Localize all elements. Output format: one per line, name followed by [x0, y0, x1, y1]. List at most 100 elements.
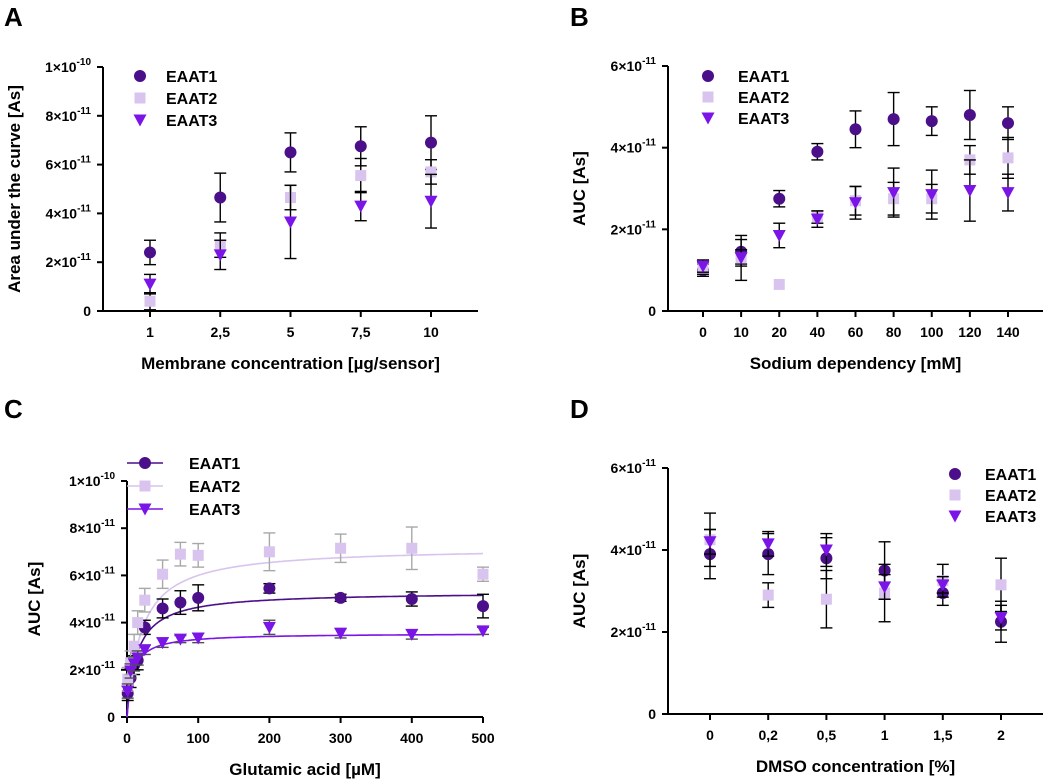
x-axis-title: Sodium dependency [mM]	[750, 354, 962, 373]
data-point-eaat3	[696, 260, 710, 273]
y-tick-label: 4×10-11	[46, 203, 92, 221]
chart-panel-b: 02×10-114×10-116×10-110 10 20 40 60 80 100 120 1…	[570, 56, 1043, 373]
x-tick-label: 0,5	[817, 727, 837, 743]
legend-marker-eaat3	[138, 503, 152, 516]
x-tick-label: 200	[258, 730, 282, 746]
data-point-eaat1	[477, 600, 489, 613]
legend-label-eaat2: EAAT2	[985, 488, 1036, 505]
y-axis-title: Area under the curve [As]	[5, 85, 24, 293]
data-point-eaat3	[131, 652, 145, 665]
panel-letter-b: B	[570, 2, 589, 32]
data-point-eaat1	[192, 591, 205, 604]
x-tick-label: 1	[146, 324, 154, 340]
data-point-eaat3	[334, 627, 348, 640]
x-tick-label: 10	[733, 324, 749, 340]
data-point-eaat2	[762, 589, 774, 601]
data-point-eaat3	[994, 612, 1008, 625]
y-tick-label-base: 2×10	[611, 221, 643, 237]
data-point-eaat3	[213, 249, 227, 262]
legend-marker-eaat3	[133, 114, 147, 127]
data-point-eaat2	[425, 166, 437, 178]
data-point-eaat3	[284, 216, 297, 229]
data-point-eaat2	[157, 568, 169, 580]
data-point-eaat1	[214, 191, 227, 204]
legend-label-eaat1: EAAT1	[985, 467, 1036, 484]
y-tick-label: 0	[648, 706, 656, 722]
fit-curve-eaat3	[126, 633, 483, 718]
x-tick-label: 0	[706, 727, 714, 743]
x-tick-label: 300	[329, 730, 353, 746]
legend-label-eaat1: EAAT1	[189, 456, 240, 473]
x-axis-title: DMSO concentration [%]	[756, 757, 955, 776]
legend-label-eaat2: EAAT2	[189, 479, 240, 496]
x-tick-label: 80	[886, 324, 902, 340]
data-point-eaat2	[995, 579, 1007, 591]
data-point-eaat3	[262, 621, 276, 634]
legend-label-eaat1: EAAT1	[738, 69, 789, 86]
panel-letter-a: A	[4, 2, 23, 32]
data-point-eaat1	[1002, 117, 1014, 130]
data-point-eaat1	[963, 109, 976, 121]
data-point-eaat3	[138, 644, 152, 657]
y-tick-label: 4×10-11	[611, 540, 657, 558]
data-point-eaat2	[192, 549, 204, 561]
y-tick-label-base: 6×10	[46, 157, 78, 173]
y-tick-label-base: 0	[648, 706, 656, 722]
y-tick-label-exponent: -11	[642, 458, 656, 469]
y-tick-label-base: 8×10	[70, 520, 102, 536]
y-tick-label-base: 4×10	[46, 205, 78, 221]
y-tick-label-exponent: -11	[101, 613, 115, 624]
data-point-eaat2	[139, 594, 151, 606]
legend-marker-eaat1	[949, 468, 961, 480]
data-point-eaat1	[174, 596, 187, 609]
panel-letter-d: D	[570, 394, 589, 424]
data-point-eaat3	[810, 213, 824, 226]
y-tick-label-base: 0	[107, 709, 115, 725]
y-tick-label-base: 4×10	[611, 542, 643, 558]
data-point-eaat3	[173, 633, 187, 646]
data-point-eaat1	[405, 593, 418, 605]
x-tick-label: 140	[996, 324, 1020, 340]
x-tick-label: 0,2	[758, 727, 778, 743]
data-point-eaat2	[144, 295, 156, 307]
y-tick-label-exponent: -11	[642, 138, 656, 149]
data-point-eaat1	[354, 140, 367, 153]
x-tick-label: 2	[997, 727, 1005, 743]
x-tick-label: 500	[471, 730, 495, 746]
x-tick-label: 7,5	[351, 324, 371, 340]
data-point-eaat3	[121, 685, 135, 698]
y-tick-label-base: 1×10	[45, 59, 77, 75]
data-point-eaat1	[811, 145, 824, 158]
y-tick-label: 4×10-11	[70, 613, 116, 631]
data-point-eaat2	[820, 593, 832, 605]
legend-marker-eaat2	[949, 489, 961, 501]
legend-marker-eaat2	[702, 91, 714, 103]
data-point-eaat2	[406, 542, 418, 554]
x-axis-title: Membrane concentration [µg/sensor]	[141, 354, 440, 373]
data-point-eaat1	[773, 192, 786, 205]
data-point-eaat1	[887, 113, 900, 126]
y-tick-label-base: 8×10	[46, 108, 78, 124]
y-tick-label: 0	[107, 709, 115, 725]
legend-marker-eaat3	[948, 510, 962, 523]
data-point-eaat2	[263, 546, 275, 558]
y-tick-label-exponent: -11	[101, 565, 115, 576]
legend-marker-eaat2	[134, 92, 146, 104]
y-tick-label-base: 6×10	[611, 58, 643, 74]
fit-curve-eaat2	[126, 552, 483, 718]
data-point-eaat3	[925, 189, 939, 202]
y-tick-label-exponent: -11	[77, 203, 91, 214]
y-tick-label: 6×10-11	[611, 458, 657, 476]
y-tick-label: 8×10-11	[70, 518, 116, 536]
data-point-eaat1	[263, 582, 276, 595]
data-point-eaat2	[477, 568, 489, 580]
y-axis-title: AUC [As]	[570, 554, 589, 629]
y-tick-label-exponent: -11	[77, 252, 91, 263]
y-tick-label: 2×10-11	[611, 219, 657, 237]
data-point-eaat3	[761, 538, 775, 551]
data-point-eaat2	[355, 170, 367, 182]
data-point-eaat1	[425, 136, 437, 149]
x-tick-label: 1,5	[933, 727, 953, 743]
y-tick-label-base: 1×10	[69, 473, 101, 489]
